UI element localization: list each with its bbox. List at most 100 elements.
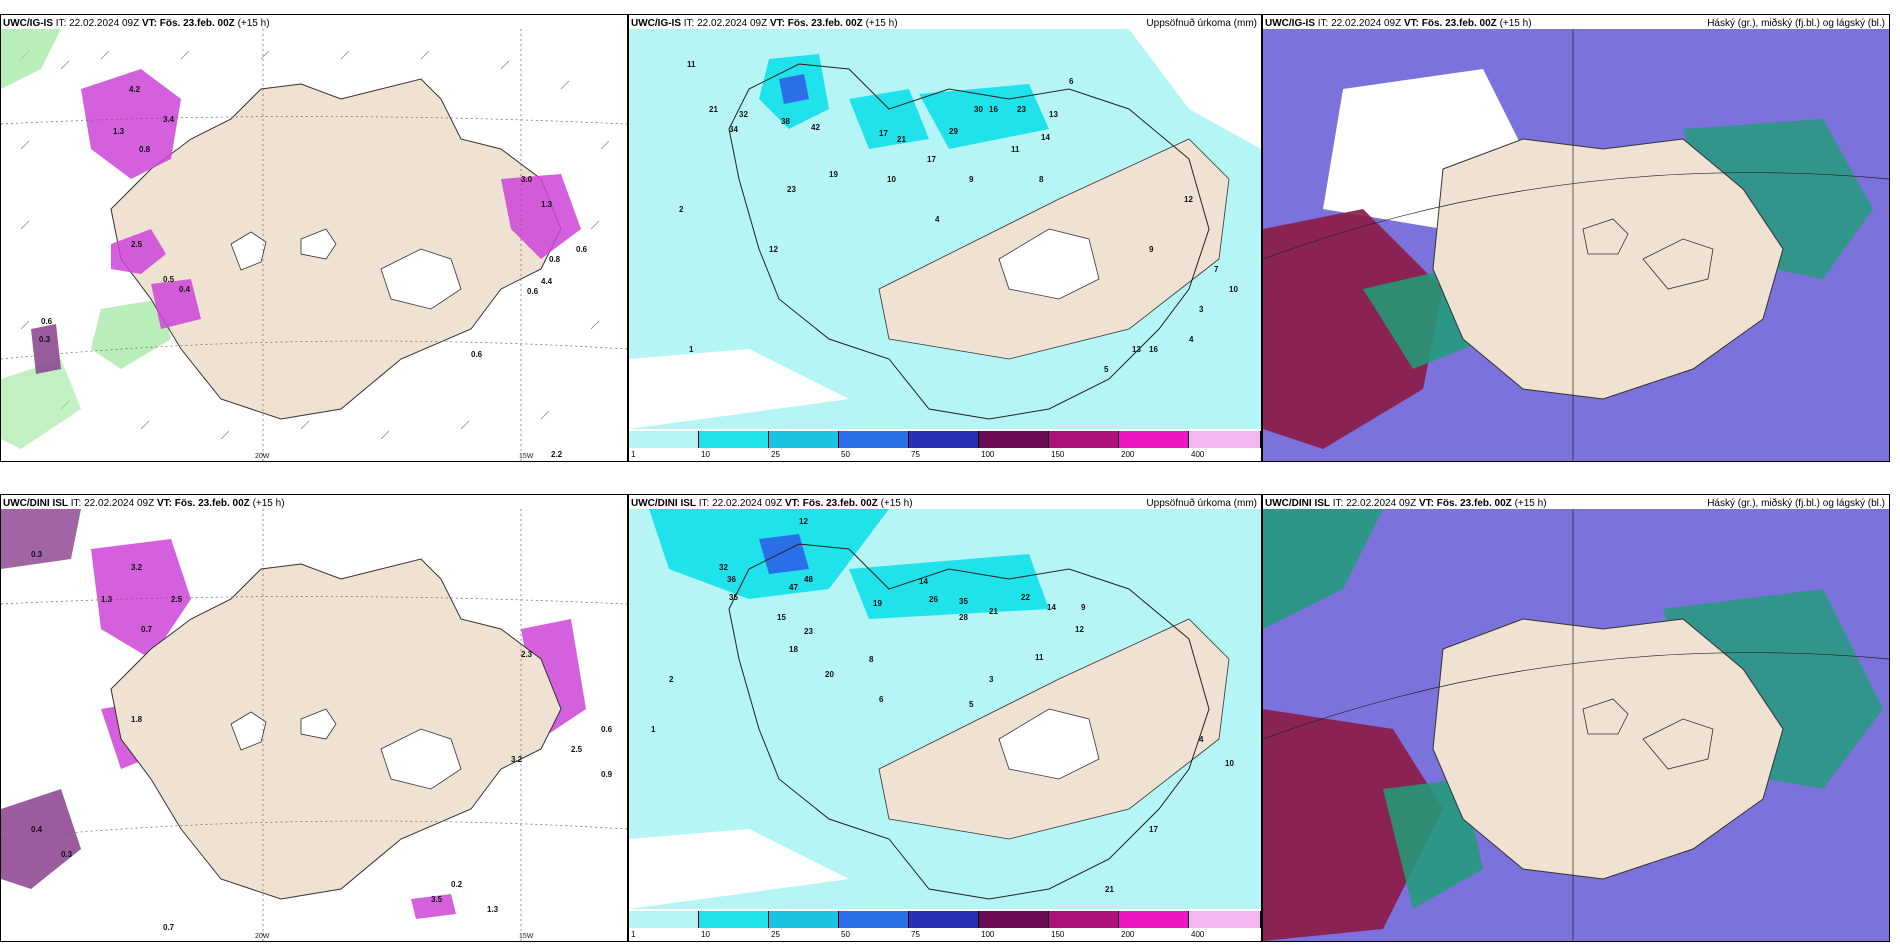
- legend-tick: 75: [911, 930, 920, 939]
- precip-value: 23: [804, 627, 813, 636]
- panel-variable-title: Háský (gr.), miðský (fj.bl.) og lágský (…: [1707, 18, 1885, 29]
- precip-value: 12: [769, 245, 778, 254]
- legend-bin: [1189, 431, 1261, 448]
- panel-variable-title: Háský (gr.), miðský (fj.bl.) og lágský (…: [1707, 498, 1885, 509]
- precip-value: 11: [687, 60, 696, 69]
- panel-wind-precip-bottom: UWC/DINI ISL IT: 22.02.2024 09Z VT: Fös.…: [0, 494, 628, 942]
- cloud-cover-map: [1263, 29, 1889, 461]
- legend-tick: 150: [1051, 930, 1065, 939]
- precip-value: 7: [1214, 265, 1219, 274]
- precip-label: 0.7: [141, 625, 153, 634]
- precip-value: 12: [799, 517, 808, 526]
- precip-label: 3.4: [163, 115, 175, 124]
- precip-label: 3.2: [131, 563, 143, 572]
- precip-label: 3.0: [521, 175, 533, 184]
- cloud-cover-map: [1263, 509, 1889, 941]
- precip-label: 1.3: [101, 595, 113, 604]
- precip-label: 0.3: [31, 550, 43, 559]
- precip-value: 32: [719, 563, 728, 572]
- panel-wind-precip-top: UWC/IG-IS IT: 22.02.2024 09Z VT: Fös. 23…: [0, 14, 628, 462]
- precip-label: 1.3: [541, 200, 553, 209]
- precip-value: 11: [1011, 145, 1020, 154]
- precip-label: 1.8: [131, 715, 143, 724]
- accumulated-precip-map: [629, 509, 1261, 909]
- panel-title: UWC/IG-IS IT: 22.02.2024 09Z VT: Fös. 23…: [1265, 18, 1532, 29]
- precip-label: 2.3: [521, 650, 533, 659]
- legend-tick: 400: [1191, 450, 1205, 459]
- legend-bin: [979, 911, 1049, 928]
- precip-value: 16: [1149, 345, 1158, 354]
- precip-label: 0.3: [39, 335, 51, 344]
- precip-value: 5: [1104, 365, 1109, 374]
- precip-value: 15: [777, 613, 786, 622]
- precip-value: 13: [1132, 345, 1141, 354]
- precip-value: 20: [825, 670, 834, 679]
- panel-title: UWC/IG-IS IT: 22.02.2024 09Z VT: Fös. 23…: [3, 18, 270, 29]
- precip-value: 12: [1075, 625, 1084, 634]
- precip-value: 21: [1105, 885, 1114, 894]
- legend-bin: [909, 911, 979, 928]
- precip-label: 0.2: [451, 880, 463, 889]
- precip-value: 30: [974, 105, 983, 114]
- precip-value: 5: [969, 700, 974, 709]
- legend-tick: 150: [1051, 450, 1065, 459]
- precip-label: 2.2: [551, 450, 563, 459]
- precip-label: 0.8: [549, 255, 561, 264]
- precip-label: 0.7: [163, 923, 175, 932]
- legend-bin: [839, 431, 909, 448]
- panel-title: UWC/DINI ISL IT: 22.02.2024 09Z VT: Fös.…: [631, 498, 913, 509]
- panel-precip-bottom: UWC/DINI ISL IT: 22.02.2024 09Z VT: Fös.…: [628, 494, 1262, 942]
- precip-value: 3: [989, 675, 994, 684]
- axis-label-w20: 20W: [255, 453, 270, 460]
- legend-tick: 400: [1191, 930, 1205, 939]
- legend-tick: 100: [981, 930, 995, 939]
- legend-bin: [1049, 431, 1119, 448]
- precip-value: 32: [739, 110, 748, 119]
- precip-value: 19: [873, 599, 882, 608]
- precip-value: 23: [787, 185, 796, 194]
- wind-precip-map: [1, 29, 627, 461]
- precip-value: 17: [1149, 825, 1158, 834]
- precip-value: 14: [1041, 133, 1050, 142]
- precip-value: 21: [897, 135, 906, 144]
- precip-label: 0.8: [139, 145, 151, 154]
- legend-tick: 200: [1121, 450, 1135, 459]
- axis-label-w20: 20W: [255, 933, 270, 940]
- axis-label-w15: 15W: [519, 933, 534, 940]
- panel-clouds-bottom: UWC/DINI ISL IT: 22.02.2024 09Z VT: Fös.…: [1262, 494, 1890, 942]
- precip-label: 0.6: [41, 317, 53, 326]
- precip-value: 11: [1035, 653, 1044, 662]
- legend-tick: 75: [911, 450, 920, 459]
- legend-tick: 10: [701, 930, 710, 939]
- legend-tick: 100: [981, 450, 995, 459]
- precip-value: 9: [969, 175, 974, 184]
- precip-value: 21: [989, 607, 998, 616]
- precip-value: 36: [727, 575, 736, 584]
- legend-bin: [629, 431, 699, 448]
- legend-bin: [1119, 431, 1189, 448]
- precip-value: 2: [679, 205, 684, 214]
- precip-value: 23: [1017, 105, 1026, 114]
- precip-value: 10: [1225, 759, 1234, 768]
- precip-value: 29: [949, 127, 958, 136]
- precip-label: 3.5: [431, 895, 443, 904]
- panel-variable-title: Uppsöfnuð úrkoma (mm): [1146, 18, 1257, 29]
- precip-value: 6: [879, 695, 884, 704]
- precip-label: 1.3: [113, 127, 125, 136]
- precip-value: 9: [1149, 245, 1154, 254]
- legend-bin: [769, 911, 839, 928]
- precip-label: 2.5: [571, 745, 583, 754]
- precip-value: 38: [781, 117, 790, 126]
- panel-variable-title: Uppsöfnuð úrkoma (mm): [1146, 498, 1257, 509]
- legend-tick: 10: [701, 450, 710, 459]
- legend-tick: 1: [631, 450, 636, 459]
- panel-clouds-top: UWC/IG-IS IT: 22.02.2024 09Z VT: Fös. 23…: [1262, 14, 1890, 462]
- precip-value: 17: [927, 155, 936, 164]
- precip-value: 1: [651, 725, 656, 734]
- precip-value: 18: [789, 645, 798, 654]
- precip-value: 19: [829, 170, 838, 179]
- precip-value: 8: [1039, 175, 1044, 184]
- precip-value: 34: [729, 125, 738, 134]
- panel-title: UWC/DINI ISL IT: 22.02.2024 09Z VT: Fös.…: [3, 498, 285, 509]
- wind-precip-map: [1, 509, 627, 941]
